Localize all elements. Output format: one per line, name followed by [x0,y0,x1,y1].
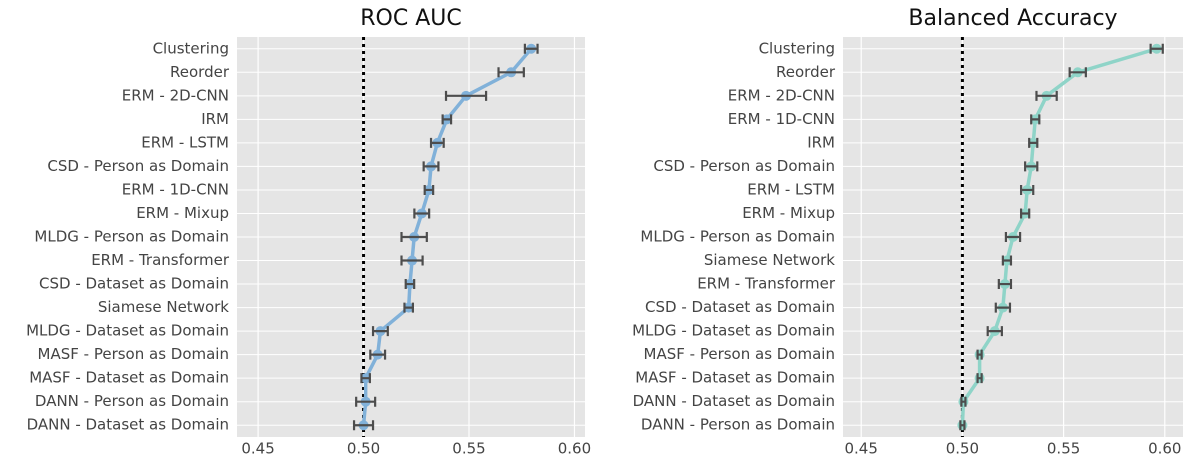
error-bar [976,373,983,384]
error-bar [976,349,983,360]
x-tick-label: 0.60 [1148,440,1181,458]
y-tick-label: ERM - 1D-CNN [122,180,229,198]
chart-title: Balanced Accuracy [908,6,1117,31]
error-bar [497,67,525,78]
y-tick-label: Reorder [170,63,230,81]
error-bar [360,373,371,384]
y-tick-label: ERM - Mixup [136,204,229,222]
y-tick-label: ERM - Transformer [91,251,230,269]
y-tick-label: MASF - Dataset as Domain [635,369,835,387]
y-tick-label: CSD - Dataset as Domain [645,298,835,316]
error-bar [1149,43,1164,54]
y-tick-label: IRM [201,110,229,128]
error-bar [429,137,445,148]
error-bar [444,90,488,101]
error-bar [1020,208,1031,219]
error-bar [422,161,440,172]
y-tick-label: MASF - Dataset as Domain [29,369,229,387]
x-tick-label: 0.45 [845,440,878,458]
y-tick-label: Reorder [776,63,836,81]
y-tick-label: MLDG - Dataset as Domain [632,322,835,340]
error-bar [1020,184,1035,195]
y-tick-label: ERM - 2D-CNN [728,86,835,104]
y-tick-label: MLDG - Person as Domain [640,228,835,246]
y-tick-label: ERM - LSTM [141,133,229,151]
y-tick-label: ERM - 2D-CNN [122,86,229,104]
error-bar [1028,137,1039,148]
error-bar [413,208,431,219]
y-tick-label: CSD - Person as Domain [47,157,229,175]
error-bar [355,396,377,407]
y-tick-label: DANN - Dataset as Domain [27,416,229,434]
error-bar [997,279,1013,290]
y-tick-label: ERM - Mixup [742,204,835,222]
y-tick-label: MLDG - Person as Domain [34,228,229,246]
y-tick-label: Clustering [759,39,835,57]
error-bar [994,302,1012,313]
y-tick-label: ERM - 1D-CNN [728,110,835,128]
y-tick-label: MASF - Person as Domain [644,345,835,363]
error-bar [960,396,967,407]
error-bar [400,255,424,266]
error-bar [1030,114,1041,125]
x-tick-label: 0.50 [946,440,979,458]
error-bar [369,349,387,360]
x-tick-label: 0.45 [241,440,274,458]
error-bar [404,279,416,290]
error-bar [986,326,1003,337]
chart-title: ROC AUC [360,6,461,31]
y-tick-label: DANN - Dataset as Domain [633,392,835,410]
error-bar [523,43,539,54]
error-bar [959,420,966,431]
error-bar [1035,90,1058,101]
x-tick-label: 0.55 [452,440,485,458]
y-tick-label: CSD - Dataset as Domain [39,275,229,293]
error-bar [441,114,453,125]
y-tick-label: Siamese Network [704,251,835,269]
y-tick-label: MLDG - Dataset as Domain [26,322,229,340]
error-bar [371,326,389,337]
error-bar [423,184,435,195]
y-tick-label: DANN - Person as Domain [35,392,229,410]
y-tick-label: CSD - Person as Domain [653,157,835,175]
error-bar [352,420,375,431]
y-tick-label: ERM - LSTM [747,180,835,198]
x-tick-label: 0.50 [347,440,380,458]
error-bar [1024,161,1039,172]
error-bar [403,302,414,313]
y-tick-label: DANN - Person as Domain [641,416,835,434]
y-tick-label: IRM [807,133,835,151]
y-tick-label: ERM - Transformer [697,275,836,293]
x-tick-label: 0.60 [558,440,591,458]
error-bar [1068,67,1087,78]
y-tick-label: MASF - Person as Domain [38,345,229,363]
y-tick-label: Clustering [153,39,229,57]
error-bar [1001,255,1013,266]
x-tick-label: 0.55 [1047,440,1080,458]
error-bar [400,232,428,242]
error-bar [1004,232,1022,242]
y-tick-label: Siamese Network [98,298,229,316]
